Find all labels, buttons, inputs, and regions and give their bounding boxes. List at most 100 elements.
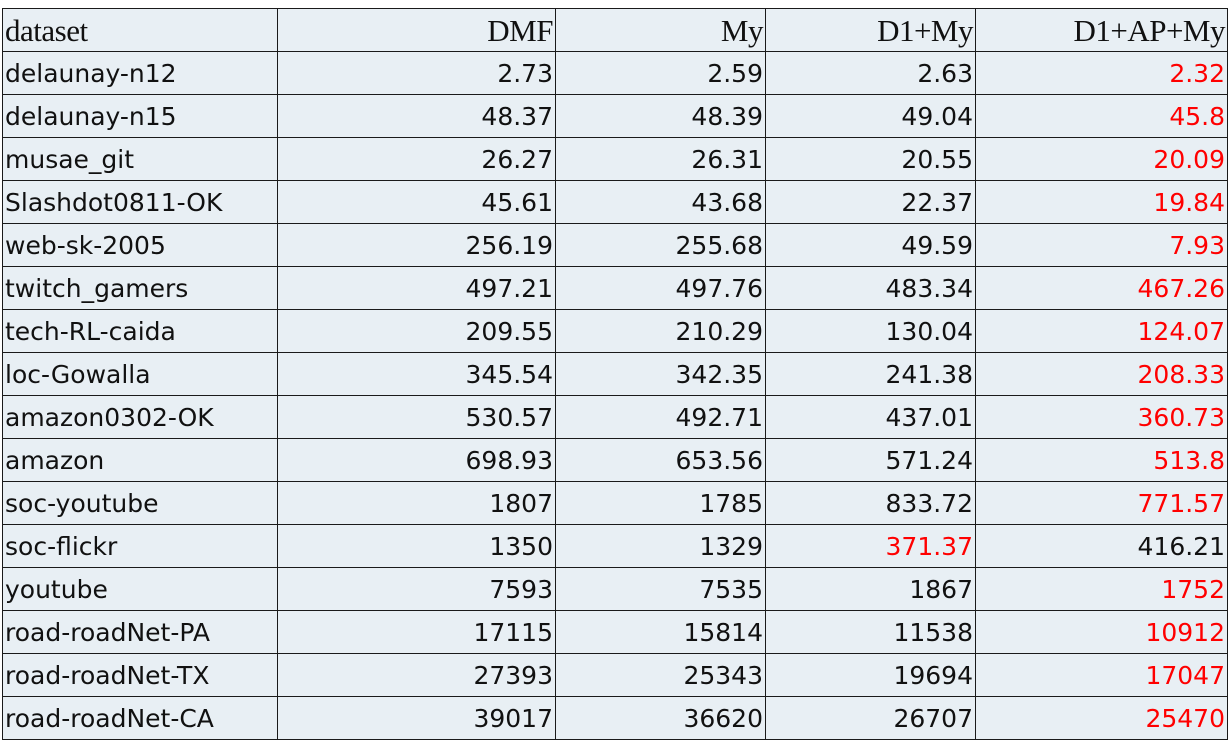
- d1-ap-my-value-cell: 25470: [975, 696, 1228, 740]
- header-d1-my: D1+My: [765, 8, 976, 52]
- my-value-cell: 7535: [555, 567, 766, 611]
- dataset-name-cell: amazon: [2, 438, 278, 482]
- header-d1-ap-my: D1+AP+My: [975, 8, 1228, 52]
- dataset-name-cell: web-sk-2005: [2, 223, 278, 267]
- table-body: delaunay-n12 2.73 2.59 2.63 2.32 delaunay-n15…: [2, 51, 1228, 740]
- dmf-value-cell: 209.55: [277, 309, 556, 353]
- dmf-value-cell: 345.54: [277, 352, 556, 396]
- dmf-value-cell: 698.93: [277, 438, 556, 482]
- dataset-name-cell: delaunay-n12: [2, 51, 278, 95]
- dataset-name-cell: road-roadNet-TX: [2, 653, 278, 697]
- my-value-cell: 36620: [555, 696, 766, 740]
- header-dataset: dataset: [2, 8, 278, 52]
- d1-my-value-cell: 833.72: [765, 481, 976, 525]
- dataset-name-cell: soc-flickr: [2, 524, 278, 568]
- my-value-cell: 26.31: [555, 137, 766, 181]
- d1-ap-my-value-cell: 17047: [975, 653, 1228, 697]
- dmf-value-cell: 2.73: [277, 51, 556, 95]
- dmf-value-cell: 45.61: [277, 180, 556, 224]
- header-dmf: DMF: [277, 8, 556, 52]
- d1-ap-my-value-cell: 7.93: [975, 223, 1228, 267]
- dataset-name-cell: road-roadNet-PA: [2, 610, 278, 654]
- d1-my-value-cell: 49.59: [765, 223, 976, 267]
- dmf-value-cell: 530.57: [277, 395, 556, 439]
- d1-ap-my-value-cell: 467.26: [975, 266, 1228, 310]
- d1-my-value-cell: 437.01: [765, 395, 976, 439]
- dataset-name-cell: musae_git: [2, 137, 278, 181]
- dataset-name-cell: tech-RL-caida: [2, 309, 278, 353]
- my-value-cell: 210.29: [555, 309, 766, 353]
- d1-my-value-cell: 130.04: [765, 309, 976, 353]
- dataset-name-cell: twitch_gamers: [2, 266, 278, 310]
- dmf-value-cell: 48.37: [277, 94, 556, 138]
- table-row: Slashdot0811-OK 45.61 43.68 22.37 19.84: [2, 180, 1228, 224]
- table-row: road-roadNet-TX 27393 25343 19694 17047: [2, 653, 1228, 697]
- table-row: web-sk-2005 256.19 255.68 49.59 7.93: [2, 223, 1228, 267]
- table-row: loc-Gowalla 345.54 342.35 241.38 208.33: [2, 352, 1228, 396]
- my-value-cell: 15814: [555, 610, 766, 654]
- d1-ap-my-value-cell: 360.73: [975, 395, 1228, 439]
- dataset-name-cell: amazon0302-OK: [2, 395, 278, 439]
- dataset-name-cell: Slashdot0811-OK: [2, 180, 278, 224]
- my-value-cell: 25343: [555, 653, 766, 697]
- dmf-value-cell: 26.27: [277, 137, 556, 181]
- table-row: road-roadNet-PA 17115 15814 11538 10912: [2, 610, 1228, 654]
- table-row: soc-youtube 1807 1785 833.72 771.57: [2, 481, 1228, 525]
- d1-my-value-cell: 20.55: [765, 137, 976, 181]
- table-row: musae_git 26.27 26.31 20.55 20.09: [2, 137, 1228, 181]
- my-value-cell: 43.68: [555, 180, 766, 224]
- my-value-cell: 2.59: [555, 51, 766, 95]
- table-row: tech-RL-caida 209.55 210.29 130.04 124.07: [2, 309, 1228, 353]
- dmf-value-cell: 27393: [277, 653, 556, 697]
- dataset-name-cell: loc-Gowalla: [2, 352, 278, 396]
- d1-ap-my-value-cell: 416.21: [975, 524, 1228, 568]
- d1-ap-my-value-cell: 771.57: [975, 481, 1228, 525]
- d1-ap-my-value-cell: 10912: [975, 610, 1228, 654]
- table-row: amazon0302-OK 530.57 492.71 437.01 360.73: [2, 395, 1228, 439]
- d1-my-value-cell: 2.63: [765, 51, 976, 95]
- d1-my-value-cell: 241.38: [765, 352, 976, 396]
- d1-ap-my-value-cell: 124.07: [975, 309, 1228, 353]
- results-table: dataset DMF My D1+My D1+AP+My delaunay-n…: [2, 8, 1228, 740]
- my-value-cell: 653.56: [555, 438, 766, 482]
- d1-my-value-cell: 26707: [765, 696, 976, 740]
- d1-my-value-cell: 11538: [765, 610, 976, 654]
- my-value-cell: 1785: [555, 481, 766, 525]
- d1-ap-my-value-cell: 20.09: [975, 137, 1228, 181]
- d1-my-value-cell: 22.37: [765, 180, 976, 224]
- table-row: soc-flickr 1350 1329 371.37 416.21: [2, 524, 1228, 568]
- dataset-name-cell: soc-youtube: [2, 481, 278, 525]
- d1-my-value-cell: 1867: [765, 567, 976, 611]
- my-value-cell: 255.68: [555, 223, 766, 267]
- d1-ap-my-value-cell: 19.84: [975, 180, 1228, 224]
- table-row: twitch_gamers 497.21 497.76 483.34 467.26: [2, 266, 1228, 310]
- dmf-value-cell: 17115: [277, 610, 556, 654]
- dmf-value-cell: 256.19: [277, 223, 556, 267]
- table-row: road-roadNet-CA 39017 36620 26707 25470: [2, 696, 1228, 740]
- my-value-cell: 497.76: [555, 266, 766, 310]
- table-row: delaunay-n15 48.37 48.39 49.04 45.8: [2, 94, 1228, 138]
- d1-ap-my-value-cell: 45.8: [975, 94, 1228, 138]
- dataset-name-cell: delaunay-n15: [2, 94, 278, 138]
- d1-my-value-cell: 371.37: [765, 524, 976, 568]
- my-value-cell: 342.35: [555, 352, 766, 396]
- dmf-value-cell: 1350: [277, 524, 556, 568]
- my-value-cell: 492.71: [555, 395, 766, 439]
- dmf-value-cell: 39017: [277, 696, 556, 740]
- dmf-value-cell: 1807: [277, 481, 556, 525]
- header-row: dataset DMF My D1+My D1+AP+My: [2, 8, 1228, 52]
- table-row: youtube 7593 7535 1867 1752: [2, 567, 1228, 611]
- dmf-value-cell: 7593: [277, 567, 556, 611]
- my-value-cell: 48.39: [555, 94, 766, 138]
- d1-my-value-cell: 49.04: [765, 94, 976, 138]
- d1-ap-my-value-cell: 2.32: [975, 51, 1228, 95]
- header-my: My: [555, 8, 766, 52]
- dataset-name-cell: youtube: [2, 567, 278, 611]
- table-header: dataset DMF My D1+My D1+AP+My: [2, 8, 1228, 52]
- d1-my-value-cell: 19694: [765, 653, 976, 697]
- table-row: amazon 698.93 653.56 571.24 513.8: [2, 438, 1228, 482]
- dataset-name-cell: road-roadNet-CA: [2, 696, 278, 740]
- dmf-value-cell: 497.21: [277, 266, 556, 310]
- d1-ap-my-value-cell: 513.8: [975, 438, 1228, 482]
- my-value-cell: 1329: [555, 524, 766, 568]
